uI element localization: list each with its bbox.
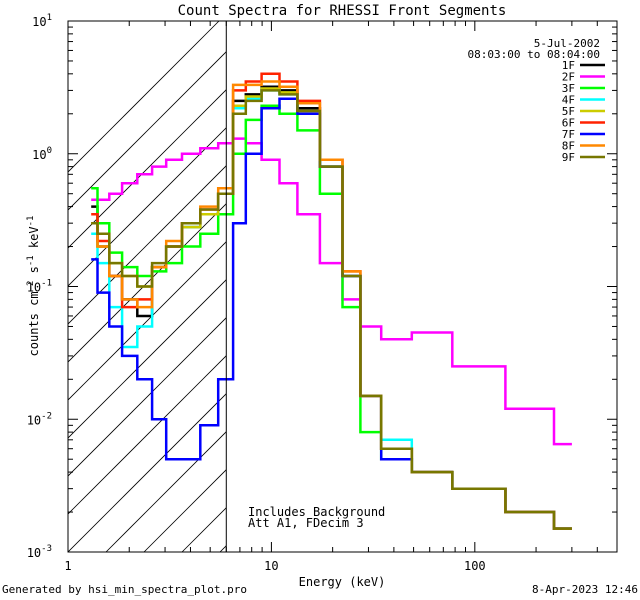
hatch-line bbox=[68, 21, 220, 173]
hatch-line bbox=[105, 431, 227, 552]
y-axis-tick-labels: 10-3 10-2 10-1 100 101 bbox=[27, 13, 52, 560]
series-line-5F bbox=[91, 87, 572, 530]
legend-date: 5-Jul-2002 bbox=[534, 37, 600, 50]
y-axis-label-exp3: -1 bbox=[26, 216, 36, 227]
hatch-line bbox=[68, 393, 227, 552]
hatched-region bbox=[68, 21, 640, 552]
series-line-9F bbox=[91, 89, 572, 530]
series-line-3F bbox=[91, 104, 572, 530]
annotation-background: Includes Background bbox=[248, 505, 385, 519]
y-tick-label: 10-3 bbox=[27, 544, 52, 560]
y-axis-label-exp2: -1 bbox=[26, 255, 36, 266]
series-group bbox=[91, 72, 572, 530]
y-tick-label: 10-2 bbox=[27, 411, 52, 427]
y-axis-label: counts cm-2 s-1 keV-1 bbox=[26, 216, 41, 357]
legend-label-8F: 8F bbox=[562, 140, 575, 153]
hatch-line bbox=[600, 21, 640, 552]
y-axis-label-exp1: -2 bbox=[26, 281, 36, 292]
legend-time-range: 08:03:00 to 08:04:00 bbox=[468, 48, 600, 61]
series-line-4F bbox=[91, 89, 572, 530]
hatch-line bbox=[68, 89, 227, 249]
hatch-line bbox=[68, 203, 227, 363]
x-axis-tick-labels: 1 10 100 bbox=[64, 559, 485, 573]
series-line-6F bbox=[91, 72, 572, 530]
x-axis-ticks bbox=[67, 21, 618, 552]
hatch-line bbox=[68, 355, 227, 515]
hatch-line bbox=[68, 241, 227, 401]
x-axis-label: Energy (keV) bbox=[299, 575, 386, 589]
hatch-line bbox=[68, 165, 227, 325]
legend-label-2F: 2F bbox=[562, 71, 575, 84]
legend: 5-Jul-2002 08:03:00 to 08:04:00 1F2F3F4F… bbox=[468, 37, 605, 164]
annotation-attenuator: Att A1, FDecim 3 bbox=[248, 516, 364, 530]
y-axis-label-base: counts cm bbox=[27, 291, 41, 356]
y-tick-label: 100 bbox=[32, 146, 52, 162]
legend-label-4F: 4F bbox=[562, 94, 575, 107]
hatch-line bbox=[68, 279, 227, 439]
x-tick-label: 10 bbox=[264, 559, 278, 573]
y-axis-ticks bbox=[68, 26, 617, 553]
legend-label-9F: 9F bbox=[562, 151, 575, 164]
legend-label-3F: 3F bbox=[562, 82, 575, 95]
y-tick-label: 101 bbox=[32, 13, 52, 29]
x-tick-label: 1 bbox=[64, 559, 71, 573]
series-line-7F bbox=[91, 97, 572, 530]
y-axis-label-mid1: s bbox=[27, 266, 41, 280]
legend-label-6F: 6F bbox=[562, 117, 575, 130]
legend-label-1F: 1F bbox=[562, 59, 575, 72]
legend-label-5F: 5F bbox=[562, 105, 575, 118]
y-axis-label-mid2: keV bbox=[27, 226, 41, 255]
footer-generated-by: Generated by hsi_min_spectra_plot.pro bbox=[2, 583, 247, 596]
series-line-2F bbox=[91, 137, 572, 446]
legend-label-7F: 7F bbox=[562, 128, 575, 141]
footer-timestamp: 8-Apr-2023 12:46 bbox=[532, 583, 638, 596]
chart-title: Count Spectra for RHESSI Front Segments bbox=[178, 3, 507, 19]
hatch-line bbox=[68, 317, 227, 477]
hatch-line bbox=[68, 51, 227, 211]
x-tick-label: 100 bbox=[464, 559, 486, 573]
y-tick-label: 10-1 bbox=[27, 279, 52, 295]
